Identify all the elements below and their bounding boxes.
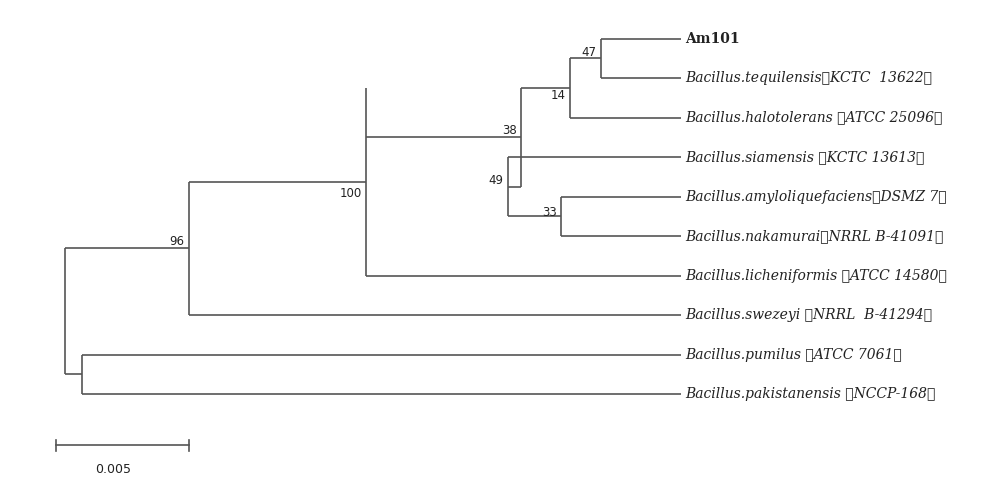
Text: Bacillus.pakistanensis （NCCP-168）: Bacillus.pakistanensis （NCCP-168） (685, 387, 936, 401)
Text: Bacillus.amyloliquefaciens（DSMZ 7）: Bacillus.amyloliquefaciens（DSMZ 7） (685, 190, 947, 203)
Text: 47: 47 (582, 46, 597, 59)
Text: Bacillus.licheniformis （ATCC 14580）: Bacillus.licheniformis （ATCC 14580） (685, 268, 947, 283)
Text: 38: 38 (502, 124, 517, 137)
Text: Bacillus.swezeyi （NRRL  B-41294）: Bacillus.swezeyi （NRRL B-41294） (685, 308, 932, 322)
Text: Bacillus.pumilus （ATCC 7061）: Bacillus.pumilus （ATCC 7061） (685, 347, 902, 362)
Text: 33: 33 (542, 206, 557, 219)
Text: Bacillus.nakamurai（NRRL B-41091）: Bacillus.nakamurai（NRRL B-41091） (685, 229, 944, 243)
Text: 0.005: 0.005 (95, 463, 131, 476)
Text: Am101: Am101 (685, 32, 740, 45)
Text: 49: 49 (489, 174, 504, 187)
Text: 100: 100 (339, 187, 362, 200)
Text: 96: 96 (169, 235, 184, 248)
Text: Bacillus.tequilensis（KCTC  13622）: Bacillus.tequilensis（KCTC 13622） (685, 71, 932, 85)
Text: Bacillus.halotolerans （ATCC 25096）: Bacillus.halotolerans （ATCC 25096） (685, 111, 943, 124)
Text: Bacillus.siamensis （KCTC 13613）: Bacillus.siamensis （KCTC 13613） (685, 150, 925, 164)
Text: 14: 14 (551, 88, 566, 102)
